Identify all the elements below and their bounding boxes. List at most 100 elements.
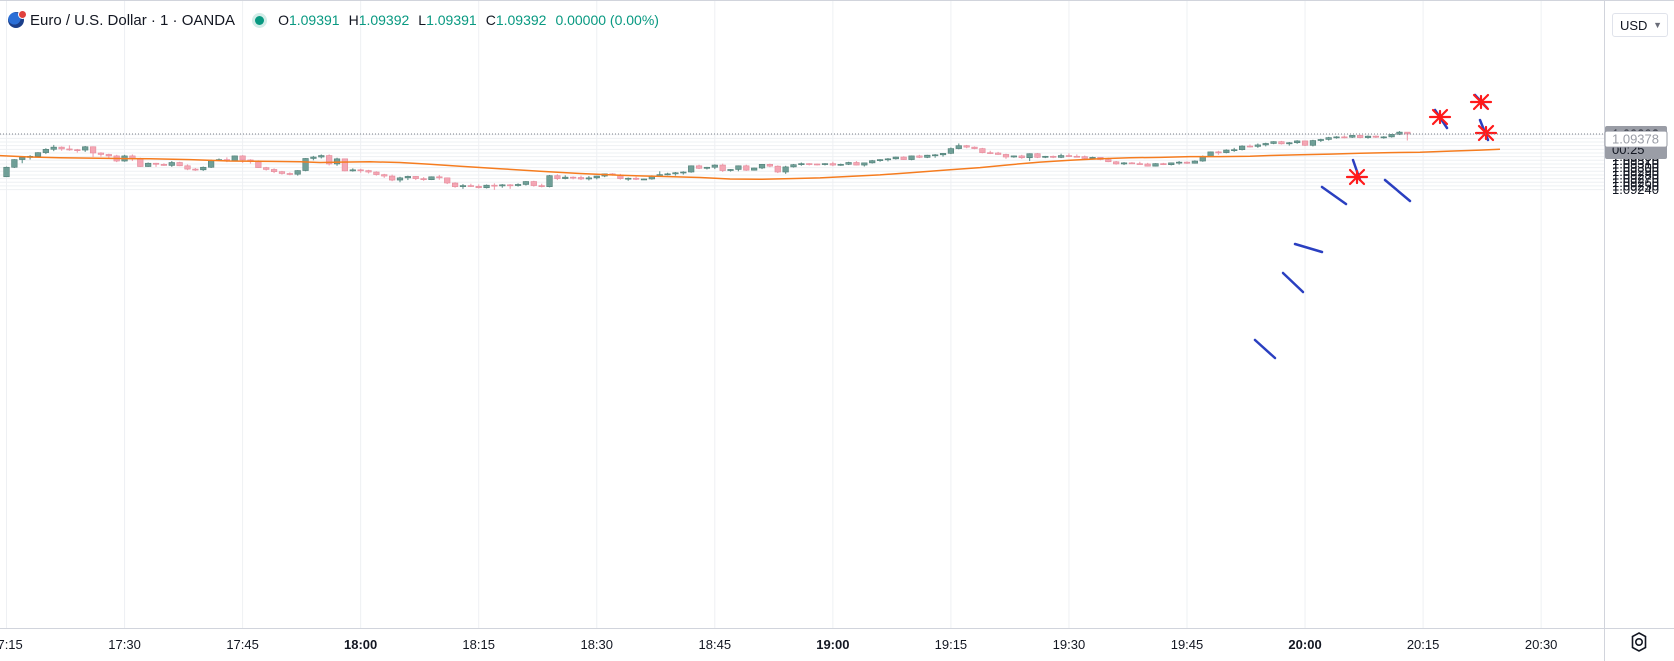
candle-body <box>475 185 482 189</box>
ohlc-high: H1.09392 <box>348 12 410 28</box>
candle-body <box>1231 149 1238 151</box>
candle <box>711 164 718 170</box>
ohlc-close: C1.09392 <box>485 12 547 28</box>
candle <box>939 152 947 157</box>
candle <box>176 161 183 167</box>
candle <box>1388 133 1395 138</box>
ma-value-label: 1.09378 <box>1612 132 1659 147</box>
candle <box>1238 145 1246 151</box>
candle <box>1309 139 1317 147</box>
star-marker-annotation[interactable] <box>1345 168 1369 186</box>
candle-body <box>184 165 191 170</box>
candle-body <box>782 166 789 173</box>
candle-body <box>695 165 703 169</box>
candle <box>1152 163 1159 167</box>
candle <box>530 180 537 187</box>
x-tick-label: 18:45 <box>699 637 732 652</box>
candle-body <box>1223 149 1230 153</box>
candle <box>1396 131 1403 136</box>
candle <box>1136 161 1143 165</box>
trend-line-annotation[interactable] <box>1281 271 1305 294</box>
candle-body <box>381 174 388 177</box>
candle-body <box>145 162 152 167</box>
candle <box>184 164 191 171</box>
candle-body <box>1341 136 1348 139</box>
candle-body <box>1065 155 1073 157</box>
candle <box>806 163 813 166</box>
candle-body <box>3 166 10 178</box>
candle <box>200 166 207 171</box>
candle <box>263 166 270 171</box>
currency-selector[interactable]: USD ▼ <box>1612 13 1668 37</box>
star-marker-annotation[interactable] <box>1469 93 1493 111</box>
candle-body <box>585 177 592 180</box>
candle <box>758 163 766 170</box>
candle-body <box>1176 161 1183 164</box>
candles <box>3 131 1411 190</box>
star-marker-annotation[interactable] <box>1428 108 1452 126</box>
ohlc-change: 0.00000 (0.00%) <box>555 12 659 28</box>
candle <box>1372 135 1379 138</box>
drawing-annotations[interactable] <box>1253 93 1498 360</box>
candle-body <box>1215 151 1222 154</box>
ohlc-open: O1.09391 <box>278 12 340 28</box>
candle <box>593 175 600 180</box>
candle <box>294 170 301 176</box>
settings-gear-icon[interactable] <box>1628 631 1650 653</box>
candle <box>987 150 994 155</box>
candle-body <box>672 172 679 175</box>
y-tick-label: 1.09260 <box>1612 175 1659 190</box>
eurusd-flag-icon <box>8 10 27 28</box>
candle <box>688 165 695 173</box>
moving-average-path <box>0 148 1501 181</box>
x-tick-label: 18:15 <box>462 637 495 652</box>
market-status-icon[interactable] <box>255 15 265 25</box>
candle <box>766 163 773 168</box>
candle <box>357 168 364 173</box>
candle <box>632 176 640 181</box>
candle-body <box>200 166 207 171</box>
candle-body <box>1168 162 1175 165</box>
candle <box>1113 161 1120 165</box>
trend-line-annotation[interactable] <box>1293 242 1324 254</box>
star-marker-annotation[interactable] <box>1474 124 1498 142</box>
candle-body <box>1018 155 1025 159</box>
trend-line-annotation[interactable] <box>1253 338 1277 360</box>
y-tick-label: 1.09250 <box>1612 178 1659 193</box>
trend-line-annotation[interactable] <box>1383 178 1412 203</box>
candle-body <box>554 175 561 179</box>
symbol-title[interactable]: Euro / U.S. Dollar · 1 · OANDA <box>30 11 236 29</box>
candle <box>97 152 105 157</box>
candle <box>483 184 490 189</box>
candle <box>703 166 711 170</box>
candle <box>302 158 309 172</box>
candle-body <box>719 164 726 171</box>
candle-body <box>932 154 939 157</box>
candle-body <box>1317 139 1324 141</box>
candle-body <box>758 164 766 169</box>
candle-body <box>1183 161 1191 164</box>
candle-body <box>751 167 758 171</box>
candle-body <box>814 163 821 166</box>
candle <box>546 174 553 188</box>
candle-body <box>577 177 585 180</box>
candle <box>349 168 356 172</box>
trend-line-annotation[interactable] <box>1320 185 1348 206</box>
candle-body <box>459 185 467 187</box>
grid-lines <box>0 0 1604 628</box>
candle <box>145 162 152 167</box>
candle <box>640 178 648 181</box>
candle-body <box>1372 135 1379 138</box>
candle-body <box>1050 155 1057 158</box>
candle <box>1364 135 1372 139</box>
candle <box>168 161 175 167</box>
candle <box>562 175 569 180</box>
candle-body <box>632 177 640 180</box>
x-tick-label: 19:15 <box>935 637 968 652</box>
candle <box>695 164 703 170</box>
candle-body <box>208 160 215 168</box>
x-tick-label: 19:00 <box>816 637 849 652</box>
